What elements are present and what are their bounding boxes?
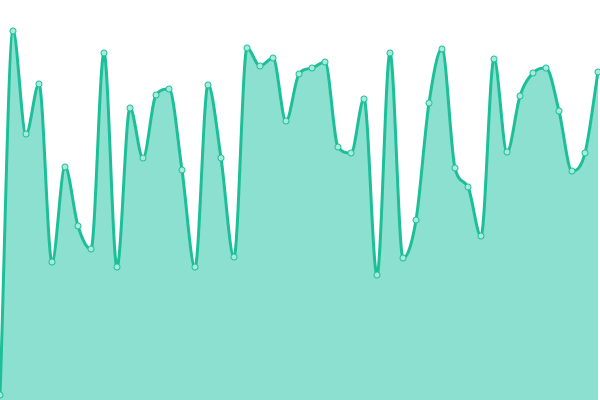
data-point-42 xyxy=(542,64,550,72)
data-point-38 xyxy=(490,55,498,63)
data-point-37 xyxy=(477,232,485,240)
data-point-46 xyxy=(594,68,600,76)
data-point-21 xyxy=(269,54,277,62)
data-point-32 xyxy=(412,216,420,224)
data-point-14 xyxy=(178,166,186,174)
data-point-40 xyxy=(516,92,524,100)
data-point-6 xyxy=(74,222,82,230)
data-point-39 xyxy=(503,148,511,156)
data-point-27 xyxy=(347,149,355,157)
data-point-23 xyxy=(295,70,303,78)
data-point-19 xyxy=(243,44,251,52)
data-point-25 xyxy=(321,58,329,66)
data-point-12 xyxy=(152,91,160,99)
data-point-22 xyxy=(282,117,290,125)
data-point-18 xyxy=(230,253,238,261)
data-point-2 xyxy=(22,130,30,138)
data-points xyxy=(0,27,600,399)
data-point-36 xyxy=(464,183,472,191)
data-point-4 xyxy=(48,258,56,266)
data-point-13 xyxy=(165,85,173,93)
data-point-30 xyxy=(386,49,394,57)
data-point-31 xyxy=(399,254,407,262)
data-point-5 xyxy=(61,163,69,171)
data-point-1 xyxy=(9,27,17,35)
data-point-28 xyxy=(360,95,368,103)
data-point-33 xyxy=(425,99,433,107)
data-point-45 xyxy=(581,149,589,157)
data-point-34 xyxy=(438,45,446,53)
data-point-15 xyxy=(191,263,199,271)
data-point-35 xyxy=(451,164,459,172)
data-point-44 xyxy=(568,167,576,175)
data-point-7 xyxy=(87,245,95,253)
data-point-43 xyxy=(555,107,563,115)
data-point-3 xyxy=(35,80,43,88)
data-point-11 xyxy=(139,154,147,162)
data-point-17 xyxy=(217,154,225,162)
data-point-41 xyxy=(529,69,537,77)
data-point-29 xyxy=(373,271,381,279)
data-point-16 xyxy=(204,81,212,89)
area-fill xyxy=(0,31,598,400)
data-point-0 xyxy=(0,391,4,399)
data-point-10 xyxy=(126,104,134,112)
data-point-24 xyxy=(308,64,316,72)
data-point-8 xyxy=(100,49,108,57)
data-point-26 xyxy=(334,143,342,151)
data-point-20 xyxy=(256,62,264,70)
data-point-9 xyxy=(113,263,121,271)
